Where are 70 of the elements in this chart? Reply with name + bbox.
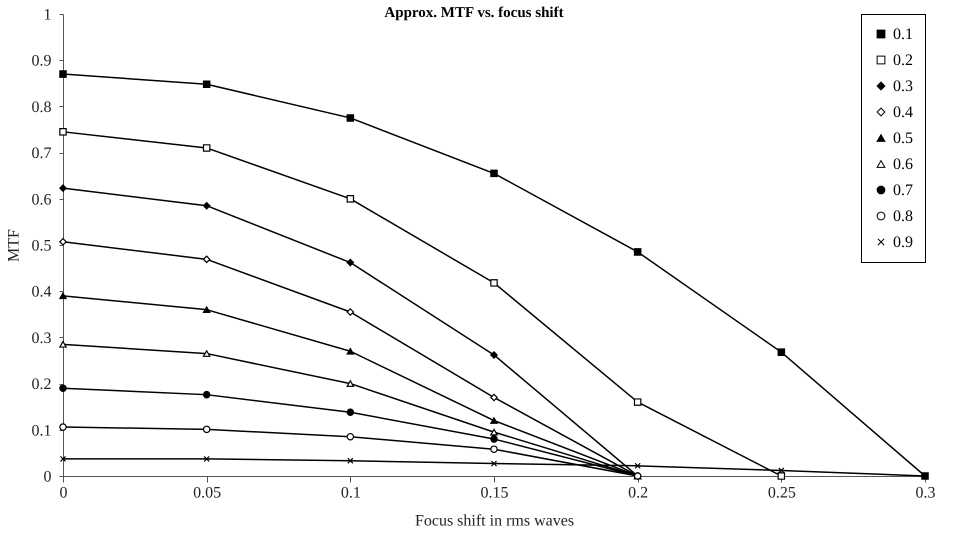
point xyxy=(202,202,210,210)
point xyxy=(202,350,210,357)
y-tick-label: 1 xyxy=(44,6,52,24)
y-tick-label: 0.2 xyxy=(32,376,52,394)
point xyxy=(346,380,354,387)
point xyxy=(202,80,210,88)
point xyxy=(490,170,498,178)
point xyxy=(490,435,498,443)
x-tick-label: 0.2 xyxy=(628,484,648,502)
point xyxy=(634,398,642,406)
point xyxy=(778,472,786,480)
point xyxy=(490,279,498,287)
point xyxy=(59,128,67,136)
point xyxy=(59,184,67,192)
point xyxy=(346,348,354,355)
y-tick-label: 0.5 xyxy=(32,238,52,254)
legend-label: 0.1 xyxy=(893,26,913,43)
point xyxy=(59,292,67,300)
point xyxy=(202,256,210,264)
point xyxy=(59,238,67,246)
point xyxy=(634,248,642,256)
y-tick-label: 0.4 xyxy=(32,284,52,301)
point xyxy=(346,408,354,416)
point xyxy=(346,432,354,440)
y-tick-label: 0.8 xyxy=(32,98,52,116)
point xyxy=(202,390,210,398)
point xyxy=(346,258,354,266)
legend-label: 0.2 xyxy=(893,52,913,69)
x-tick-label: 0 xyxy=(60,484,68,502)
point xyxy=(346,195,354,203)
point xyxy=(778,348,786,356)
legend-label: 0.9 xyxy=(893,234,913,251)
point xyxy=(490,394,498,402)
x-tick-label: 0.05 xyxy=(193,484,222,502)
y-tick-label: 0 xyxy=(44,468,52,486)
x-axis-title: Focus shift in rms waves xyxy=(414,512,574,530)
point xyxy=(490,351,498,359)
legend-label: 0.5 xyxy=(893,130,913,147)
x-tick-label: 0.15 xyxy=(480,484,508,502)
point xyxy=(202,144,210,152)
x-tick-label: 0.1 xyxy=(340,484,361,502)
point xyxy=(59,384,67,392)
point xyxy=(204,456,210,462)
y-axis-title: MTF xyxy=(6,228,22,262)
point xyxy=(202,426,210,434)
legend-label: 0.3 xyxy=(893,78,913,95)
point xyxy=(346,114,354,122)
x-tick-label: 0.25 xyxy=(768,484,796,502)
legend-label: 0.7 xyxy=(893,182,913,199)
point xyxy=(59,70,67,78)
legend-label: 0.8 xyxy=(893,208,913,225)
legend-label: 0.6 xyxy=(893,156,913,173)
point xyxy=(490,445,498,453)
point xyxy=(59,423,67,431)
point xyxy=(490,460,498,467)
chart-title: Approx. MTF vs. focus shift xyxy=(384,5,564,21)
y-tick-label: 0.6 xyxy=(32,191,52,208)
point xyxy=(202,306,210,314)
point xyxy=(490,417,498,424)
y-tick-label: 0.9 xyxy=(32,52,52,70)
point xyxy=(490,428,498,436)
y-tick-label: 0.3 xyxy=(32,330,52,347)
y-tick-label: 0.7 xyxy=(32,145,52,162)
point xyxy=(634,462,641,469)
point xyxy=(347,458,354,464)
point xyxy=(346,308,354,316)
y-tick-label: 0.1 xyxy=(32,422,52,440)
legend-label: 0.4 xyxy=(893,104,913,121)
point xyxy=(60,456,66,462)
x-tick-label: 0.3 xyxy=(916,484,936,502)
